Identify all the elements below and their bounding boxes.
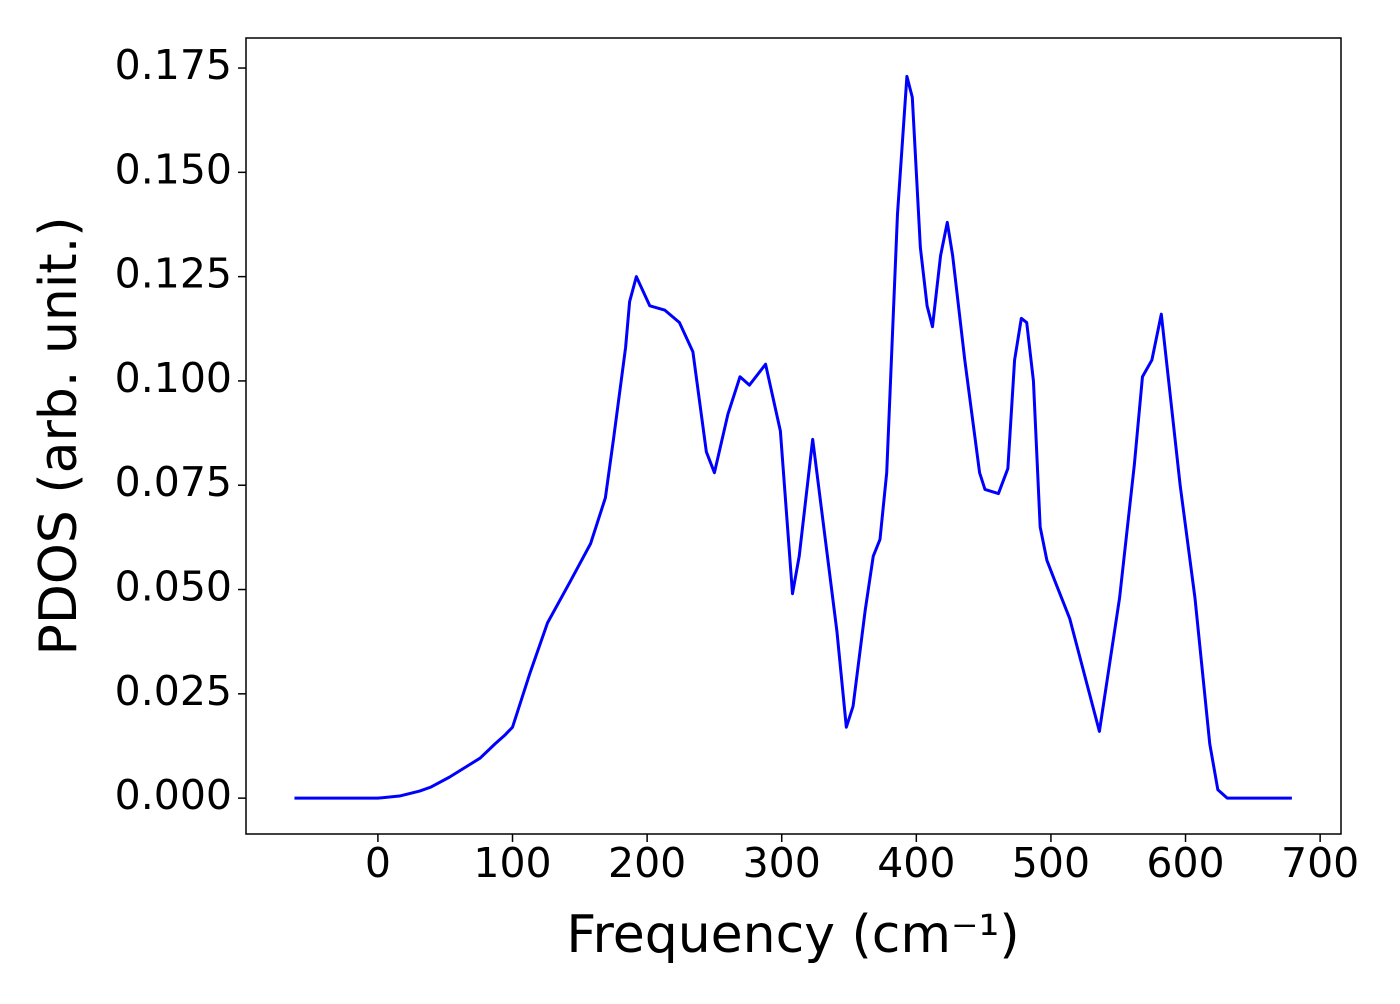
y-axis-label: PDOS (arb. unit.) (29, 216, 89, 655)
line (294, 74, 1292, 800)
x-tick-label: 200 (608, 839, 686, 887)
y-tick-label: 0.100 (115, 354, 232, 402)
x-tick-label: 400 (877, 839, 955, 887)
y-tick-label: 0.150 (115, 145, 232, 193)
x-tick-label: 0 (365, 839, 391, 887)
y-tick-label: 0.175 (115, 41, 232, 89)
x-tick-label: 500 (1012, 839, 1090, 887)
x-tick-label: 100 (473, 839, 551, 887)
y-tick-label: 0.025 (115, 667, 232, 715)
y-tick-label: 0.000 (115, 771, 232, 819)
x-tick-label: 600 (1146, 839, 1224, 887)
y-tick-label: 0.050 (115, 563, 232, 611)
x-axis-label: Frequency (cm⁻¹) (566, 905, 1019, 965)
y-tick-label: 0.075 (115, 458, 232, 506)
x-tick-label: 300 (743, 839, 821, 887)
plot-frame (245, 37, 1342, 835)
y-tick-label: 0.125 (115, 250, 232, 298)
x-tick-label: 700 (1281, 839, 1359, 887)
